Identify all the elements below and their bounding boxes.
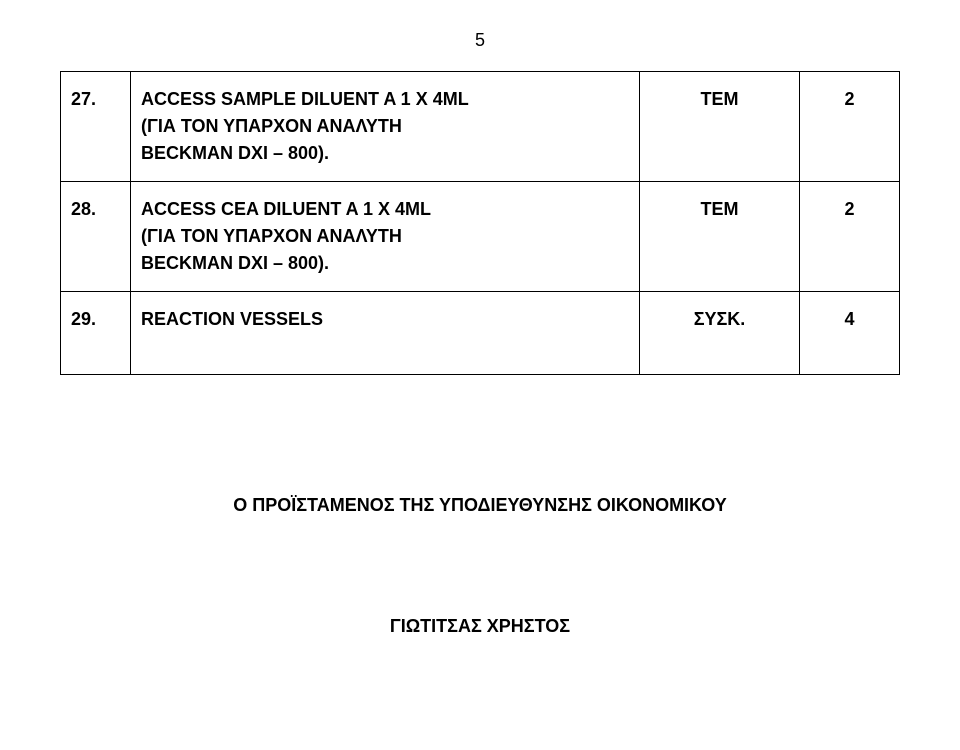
desc-line: ACCESS SAMPLE DILUENT A 1 X 4ML	[141, 89, 469, 109]
page-number: 5	[60, 30, 900, 51]
row-qty: 2	[800, 72, 900, 182]
table-row: 29. REACTION VESSELS ΣΥΣΚ. 4	[61, 292, 900, 375]
row-number: 28.	[61, 182, 131, 292]
table-row: 27. ACCESS SAMPLE DILUENT A 1 X 4ML (ΓΙΑ…	[61, 72, 900, 182]
items-table: 27. ACCESS SAMPLE DILUENT A 1 X 4ML (ΓΙΑ…	[60, 71, 900, 375]
row-unit: TEM	[640, 72, 800, 182]
row-unit: ΣΥΣΚ.	[640, 292, 800, 375]
row-description: ACCESS SAMPLE DILUENT A 1 X 4ML (ΓΙΑ ΤΟΝ…	[131, 72, 640, 182]
row-number: 27.	[61, 72, 131, 182]
desc-line: BECKMAN DXI – 800).	[141, 143, 329, 163]
desc-line: BECKMAN DXI – 800).	[141, 253, 329, 273]
signature-name: ΓΙΩΤΙΤΣΑΣ ΧΡΗΣΤΟΣ	[60, 616, 900, 637]
row-qty: 2	[800, 182, 900, 292]
desc-line: (ΓΙΑ ΤΟΝ ΥΠΑΡΧΟΝ ΑΝΑΛΥΤΗ	[141, 226, 402, 246]
row-unit: TEM	[640, 182, 800, 292]
row-description: REACTION VESSELS	[131, 292, 640, 375]
row-description: ACCESS CEA DILUENT A 1 X 4ML (ΓΙΑ ΤΟΝ ΥΠ…	[131, 182, 640, 292]
row-number: 29.	[61, 292, 131, 375]
table-row: 28. ACCESS CEA DILUENT A 1 X 4ML (ΓΙΑ ΤΟ…	[61, 182, 900, 292]
desc-line: ACCESS CEA DILUENT A 1 X 4ML	[141, 199, 431, 219]
supervisor-label: Ο ΠΡΟΪΣΤΑΜΕΝΟΣ ΤΗΣ ΥΠΟΔΙΕΥΘΥΝΣΗΣ ΟΙΚΟΝΟΜ…	[60, 495, 900, 516]
desc-line: REACTION VESSELS	[141, 309, 323, 329]
desc-line: (ΓΙΑ ΤΟΝ ΥΠΑΡΧΟΝ ΑΝΑΛΥΤΗ	[141, 116, 402, 136]
row-qty: 4	[800, 292, 900, 375]
